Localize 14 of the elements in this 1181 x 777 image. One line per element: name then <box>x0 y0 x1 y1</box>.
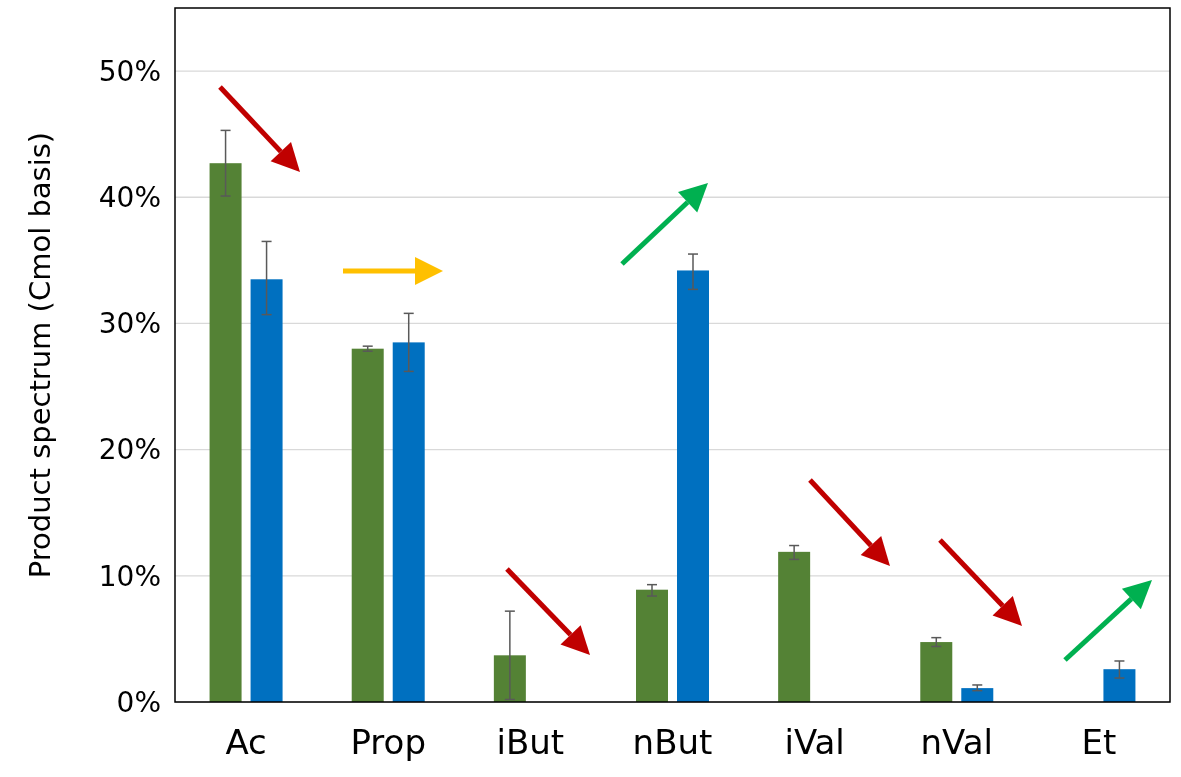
y-tick-label: 40% <box>98 181 161 215</box>
x-tick-label: iVal <box>784 722 845 762</box>
y-tick-label: 20% <box>98 433 161 467</box>
y-axis-title: Product spectrum (Cmol basis) <box>23 131 57 579</box>
y-tick-label: 50% <box>98 54 161 88</box>
x-tick-label: nVal <box>920 722 994 762</box>
x-tick-label: iBut <box>496 722 565 762</box>
x-tick-label: Et <box>1081 722 1117 762</box>
x-tick-label: nBut <box>632 722 713 762</box>
x-tick-label: Ac <box>225 722 267 762</box>
y-tick-label: 10% <box>98 559 161 593</box>
y-tick-label: 30% <box>98 307 161 341</box>
x-tick-label: Prop <box>350 722 426 762</box>
y-tick-label: 0% <box>116 685 161 719</box>
